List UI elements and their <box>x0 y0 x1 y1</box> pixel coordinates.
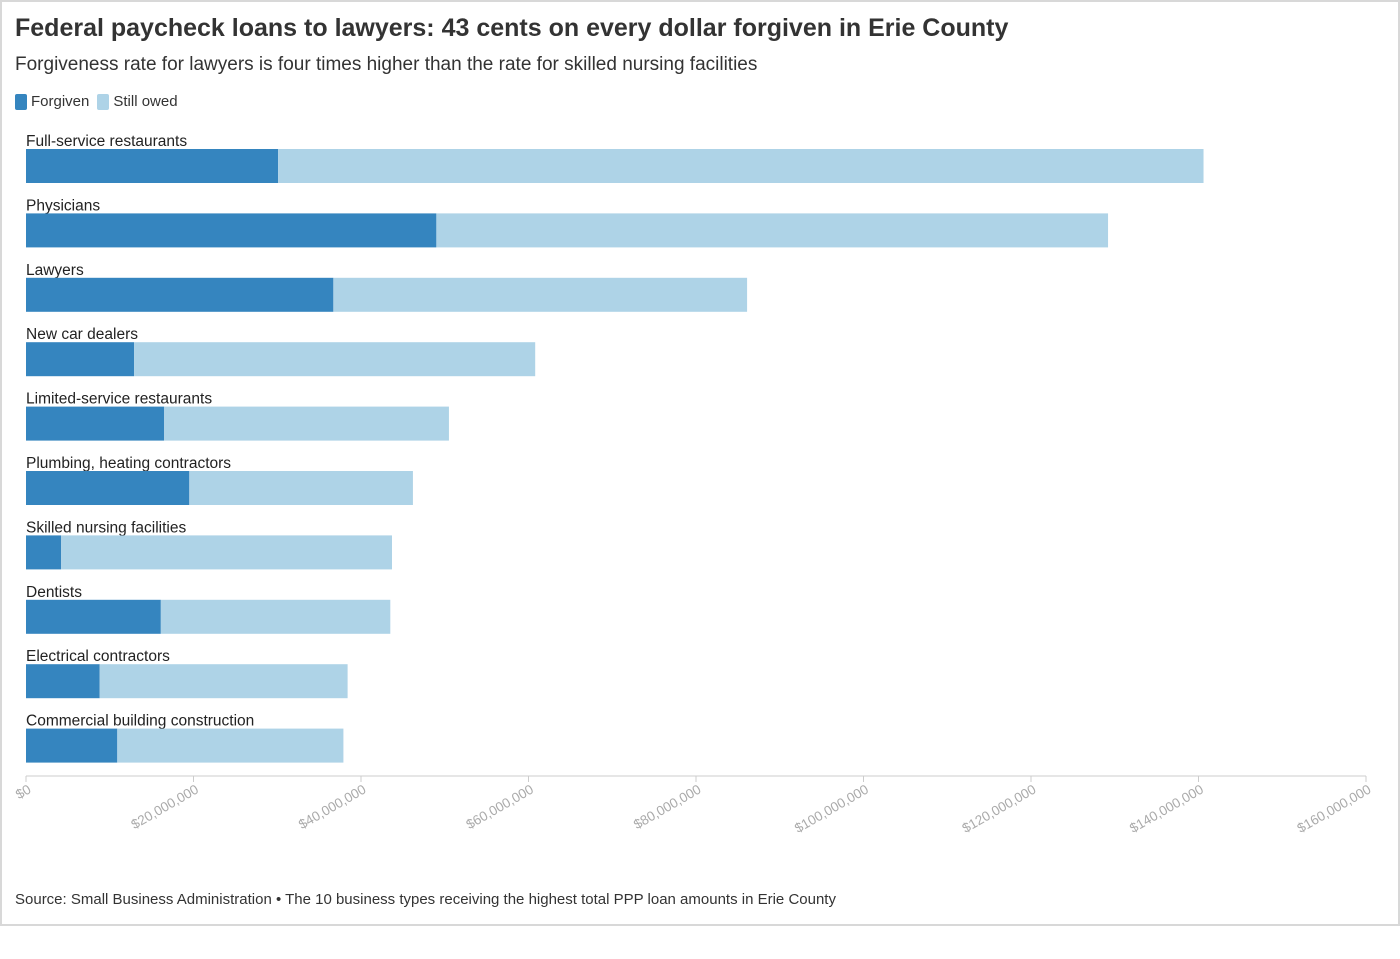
x-tick-label: $80,000,000 <box>631 782 704 833</box>
bar-still-owed <box>278 149 1204 183</box>
bar-still-owed <box>61 535 392 570</box>
bar-still-owed <box>189 471 413 505</box>
x-tick-label: $100,000,000 <box>792 782 871 836</box>
x-tick-label: $0 <box>13 782 34 803</box>
legend-item-still-owed[interactable]: Still owed <box>97 93 178 110</box>
category-label: Full-service restaurants <box>26 133 187 150</box>
bar-forgiven <box>26 728 118 763</box>
legend-item-forgiven[interactable]: Forgiven <box>15 93 89 110</box>
category-label: Skilled nursing facilities <box>26 519 186 536</box>
bar-still-owed <box>160 599 391 634</box>
chart-frame <box>0 0 1400 926</box>
category-label: New car dealers <box>26 326 138 343</box>
bar-chart: Full-service restaurants Physicians Lawyer… <box>13 133 1374 836</box>
category-label: Dentists <box>26 584 82 601</box>
x-tick-label: $60,000,000 <box>463 782 536 833</box>
legend: Forgiven Still owed <box>15 93 186 110</box>
bar-still-owed <box>99 664 348 699</box>
source-note: Source: Small Business Administration • … <box>15 891 836 908</box>
bar-forgiven <box>26 213 437 248</box>
x-tick-label: $140,000,000 <box>1127 782 1206 836</box>
bar-forgiven <box>26 471 190 505</box>
legend-swatch-forgiven <box>15 93 27 110</box>
bar-forgiven <box>26 277 334 312</box>
bar-still-owed <box>134 342 536 377</box>
category-label: Limited-service restaurants <box>26 391 212 408</box>
x-tick-label: $160,000,000 <box>1294 782 1373 836</box>
bar-still-owed <box>164 406 449 441</box>
bar-forgiven <box>26 599 161 634</box>
bar-still-owed <box>117 728 344 763</box>
chart-subtitle: Forgiveness rate for lawyers is four tim… <box>15 54 758 75</box>
bar-forgiven <box>26 406 165 441</box>
category-label: Plumbing, heating contractors <box>26 455 231 472</box>
bar-still-owed <box>333 277 748 312</box>
x-tick-label: $20,000,000 <box>128 782 201 833</box>
x-tick-label: $40,000,000 <box>296 782 369 833</box>
bar-forgiven <box>26 342 135 377</box>
legend-label-forgiven: Forgiven <box>31 93 90 110</box>
category-label: Electrical contractors <box>26 648 170 665</box>
category-label: Lawyers <box>26 262 84 279</box>
legend-label-still-owed: Still owed <box>113 93 178 110</box>
bar-forgiven <box>26 664 100 699</box>
bar-forgiven <box>26 535 62 570</box>
legend-swatch-still-owed <box>97 93 110 110</box>
chart-title: Federal paycheck loans to lawyers: 43 ce… <box>15 14 1009 42</box>
x-tick-label: $120,000,000 <box>959 782 1038 836</box>
bar-still-owed <box>436 213 1109 248</box>
bar-forgiven <box>26 149 279 183</box>
category-label: Physicians <box>26 197 100 214</box>
category-label: Commercial building construction <box>26 713 254 730</box>
